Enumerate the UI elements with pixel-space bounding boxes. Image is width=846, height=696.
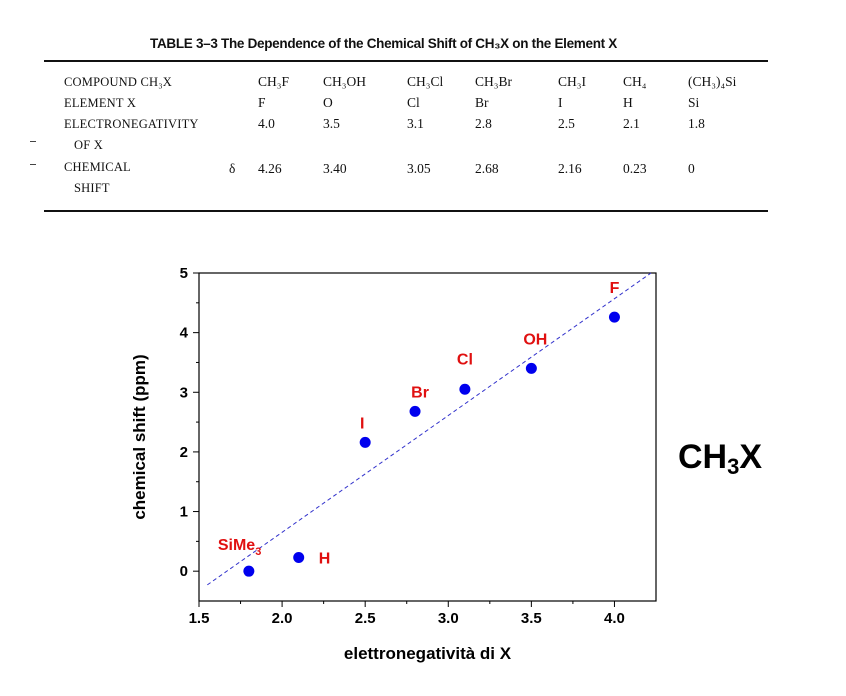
table-cell-compound: CH₃OH (323, 74, 366, 89)
table-cell-element: Si (688, 95, 700, 110)
row-label-electronegativity: ELECTRONEGATIVITY (64, 117, 199, 131)
data-point (293, 551, 305, 563)
data-point (608, 311, 620, 323)
table-cell-electronegativity: 1.8 (688, 116, 705, 131)
table-top-rule (44, 60, 768, 62)
x-tick-label: 4.0 (604, 610, 625, 627)
data-point (359, 436, 371, 448)
point-label: F (610, 280, 620, 297)
y-tick-label: 0 (180, 563, 188, 580)
table-cell-compound: CH₃Br (475, 74, 512, 89)
formula-subscript: 3 (727, 454, 740, 479)
table-cell-chemical-shift: 2.16 (558, 161, 582, 176)
table-cell-chemical-shift: 3.40 (323, 161, 347, 176)
table-cell-electronegativity: 2.8 (475, 116, 492, 131)
y-tick-label: 3 (180, 384, 188, 401)
formula-end: X (739, 438, 763, 476)
table-cell-element: H (623, 95, 633, 110)
point-label: OH (523, 331, 547, 348)
table-cell-compound: (CH₃)₄Si (688, 74, 737, 89)
table-cell-element: I (558, 95, 563, 110)
row-label-chemical-shift: CHEMICAL (64, 160, 131, 174)
delta-symbol: δ (229, 161, 236, 176)
table-cell-electronegativity: 2.5 (558, 116, 575, 131)
x-axis-label: elettronegatività di X (344, 644, 512, 663)
formula-ch3x: CH3X (678, 438, 762, 480)
table-cell-compound: CH₃Cl (407, 74, 444, 89)
row-label-chemical-shift-2: SHIFT (74, 181, 110, 195)
table-cell-electronegativity: 2.1 (623, 116, 640, 131)
formula-main: CH (678, 438, 728, 476)
row-label-electronegativity-2: OF X (74, 138, 103, 152)
table-title: TABLE 3–3 The Dependence of the Chemical… (150, 36, 618, 51)
y-tick-label: 5 (180, 265, 188, 282)
data-point (525, 362, 537, 374)
x-tick-label: 2.5 (355, 610, 376, 627)
table-cell-electronegativity: 3.5 (323, 116, 340, 131)
table-cell-chemical-shift: 0 (688, 161, 695, 176)
row-label-compound: COMPOUND CH₃X (64, 75, 173, 89)
table-cell-chemical-shift: 0.23 (623, 161, 647, 176)
table-cell-compound: CH₃F (258, 74, 289, 89)
table-cell-electronegativity: 3.1 (407, 116, 424, 131)
margin-tick (30, 164, 36, 165)
row-label-element: ELEMENT X (64, 96, 137, 110)
point-label: Br (411, 384, 429, 401)
data-point (409, 405, 421, 417)
trendline (207, 272, 652, 586)
table-cell-compound: CH₃I (558, 74, 586, 89)
data-point (459, 383, 471, 395)
table-cell-chemical-shift: 3.05 (407, 161, 431, 176)
y-tick-label: 2 (180, 444, 188, 461)
table-cell-element: Cl (407, 95, 420, 110)
table-cell-chemical-shift: 2.68 (475, 161, 499, 176)
table-cell-chemical-shift: 4.26 (258, 161, 282, 176)
data-point (243, 565, 255, 577)
table-cell-element: Br (475, 95, 489, 110)
y-tick-label: 4 (180, 325, 189, 342)
margin-tick (30, 141, 36, 142)
plot-frame (198, 272, 657, 602)
table-cell-element: O (323, 95, 333, 110)
table-cell-compound: CH₄ (623, 74, 647, 89)
point-label: Cl (457, 351, 473, 368)
y-axis-label: chemical shift (ppm) (130, 354, 149, 519)
point-label: H (319, 550, 331, 567)
y-tick-label: 1 (180, 504, 188, 521)
table-bottom-rule (44, 210, 768, 212)
table-cell-electronegativity: 4.0 (258, 116, 275, 131)
table-cell-element: F (258, 95, 266, 110)
x-tick-label: 2.0 (272, 610, 293, 627)
x-tick-label: 3.5 (521, 610, 542, 627)
point-label: SiMe3 (218, 537, 261, 558)
x-tick-label: 1.5 (189, 610, 210, 627)
point-label: I (360, 415, 364, 432)
x-tick-label: 3.0 (438, 610, 459, 627)
